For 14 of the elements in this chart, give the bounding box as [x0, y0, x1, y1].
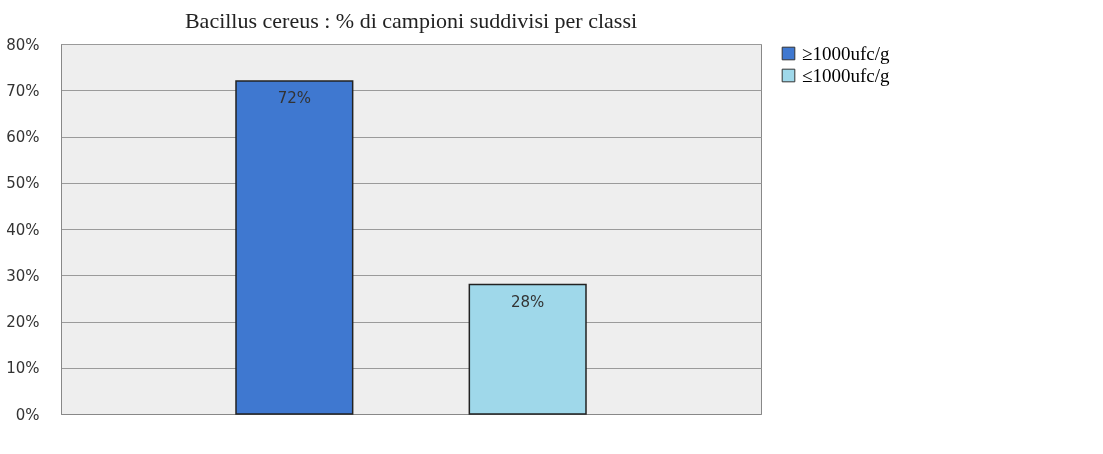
y-tick-label: 30% [6, 266, 40, 285]
y-tick-label: 40% [6, 220, 40, 239]
y-tick-label: 60% [6, 128, 40, 146]
chart-title: Bacillus cereus : % di campioni suddivisi per classi [184, 8, 638, 33]
legend-label: ≥1000ufc/g [802, 42, 890, 64]
y-tick-label: 80% [6, 35, 40, 54]
data-label: 72% [277, 89, 312, 107]
data-label: 28% [510, 292, 545, 311]
y-tick-label: 70% [6, 81, 40, 100]
y-tick-label: 0% [15, 405, 40, 424]
y-tick-label: 50% [6, 174, 40, 193]
legend-label: ≤1000ufc/g [802, 64, 890, 86]
y-tick-label: 20% [6, 313, 40, 331]
y-tick-label: 10% [6, 359, 40, 378]
